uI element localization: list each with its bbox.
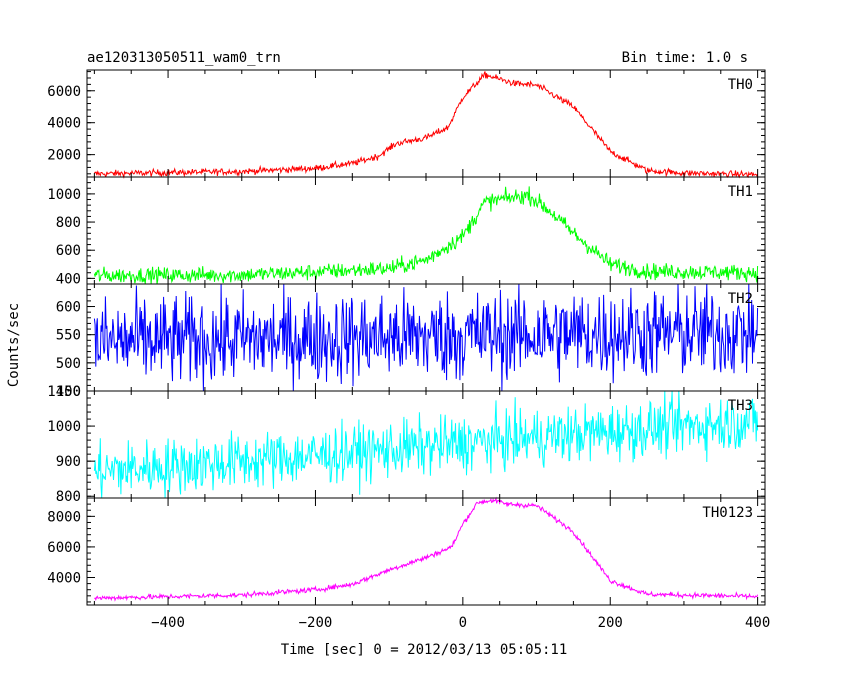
panel-th1: 400 600 800 1000 TH1 <box>47 176 766 287</box>
panel-th0: 2000 4000 6000 TH0 <box>47 69 766 179</box>
y-tick-label: 800 <box>56 215 81 231</box>
y-tick-label: 1100 <box>47 384 81 400</box>
series-line-th2 <box>93 283 759 392</box>
panel-th0123: 4000 6000 8000 TH0123 <box>47 496 766 606</box>
chart-title: ae120313050511_wam0_trn <box>87 50 281 66</box>
y-tick-label: 4000 <box>47 116 81 132</box>
y-tick-label: 2000 <box>47 148 81 164</box>
panel-frame <box>86 176 766 285</box>
panel-th3: 800 900 1000 1100 TH3 <box>47 384 766 505</box>
x-axis-title: Time [sec] 0 = 2012/03/13 05:05:11 <box>281 642 568 658</box>
panel-label-th2: TH2 <box>728 291 753 307</box>
y-tick-label: 6000 <box>47 540 81 556</box>
series-line-th1 <box>93 186 759 285</box>
panel-frame <box>86 497 766 606</box>
y-tick-label: 800 <box>56 489 81 505</box>
y-tick-label: 8000 <box>47 509 81 525</box>
y-axis-title: Counts/sec <box>6 303 22 387</box>
panel-label-th0: TH0 <box>728 77 753 93</box>
panel-label-th1: TH1 <box>728 184 753 200</box>
y-tick-label: 900 <box>56 454 81 470</box>
x-tick-label: 0 <box>459 615 467 631</box>
panel-frame <box>86 69 766 178</box>
x-tick-label: −200 <box>299 615 333 631</box>
y-tick-label: 400 <box>56 271 81 287</box>
y-tick-label: 1000 <box>47 419 81 435</box>
y-tick-label: 550 <box>56 328 81 344</box>
panel-label-th0123: TH0123 <box>702 505 753 521</box>
y-tick-label: 600 <box>56 300 81 316</box>
series-line-th3 <box>93 390 759 499</box>
series-line-th0123 <box>94 496 759 602</box>
x-tick-label: −400 <box>151 615 185 631</box>
y-tick-label: 4000 <box>47 570 81 586</box>
panel-th2: 450 500 550 600 TH2 <box>56 283 766 400</box>
series-line-th0 <box>94 71 759 179</box>
y-tick-label: 450 <box>56 384 81 400</box>
bin-time-label: Bin time: 1.0 s <box>622 50 748 66</box>
x-tick-label: 200 <box>598 615 623 631</box>
y-tick-label: 1000 <box>47 187 81 203</box>
y-tick-label: 500 <box>56 356 81 372</box>
y-tick-label: 600 <box>56 243 81 259</box>
y-tick-label: 6000 <box>47 84 81 100</box>
x-tick-label: 400 <box>745 615 770 631</box>
panel-label-th3: TH3 <box>728 398 753 414</box>
